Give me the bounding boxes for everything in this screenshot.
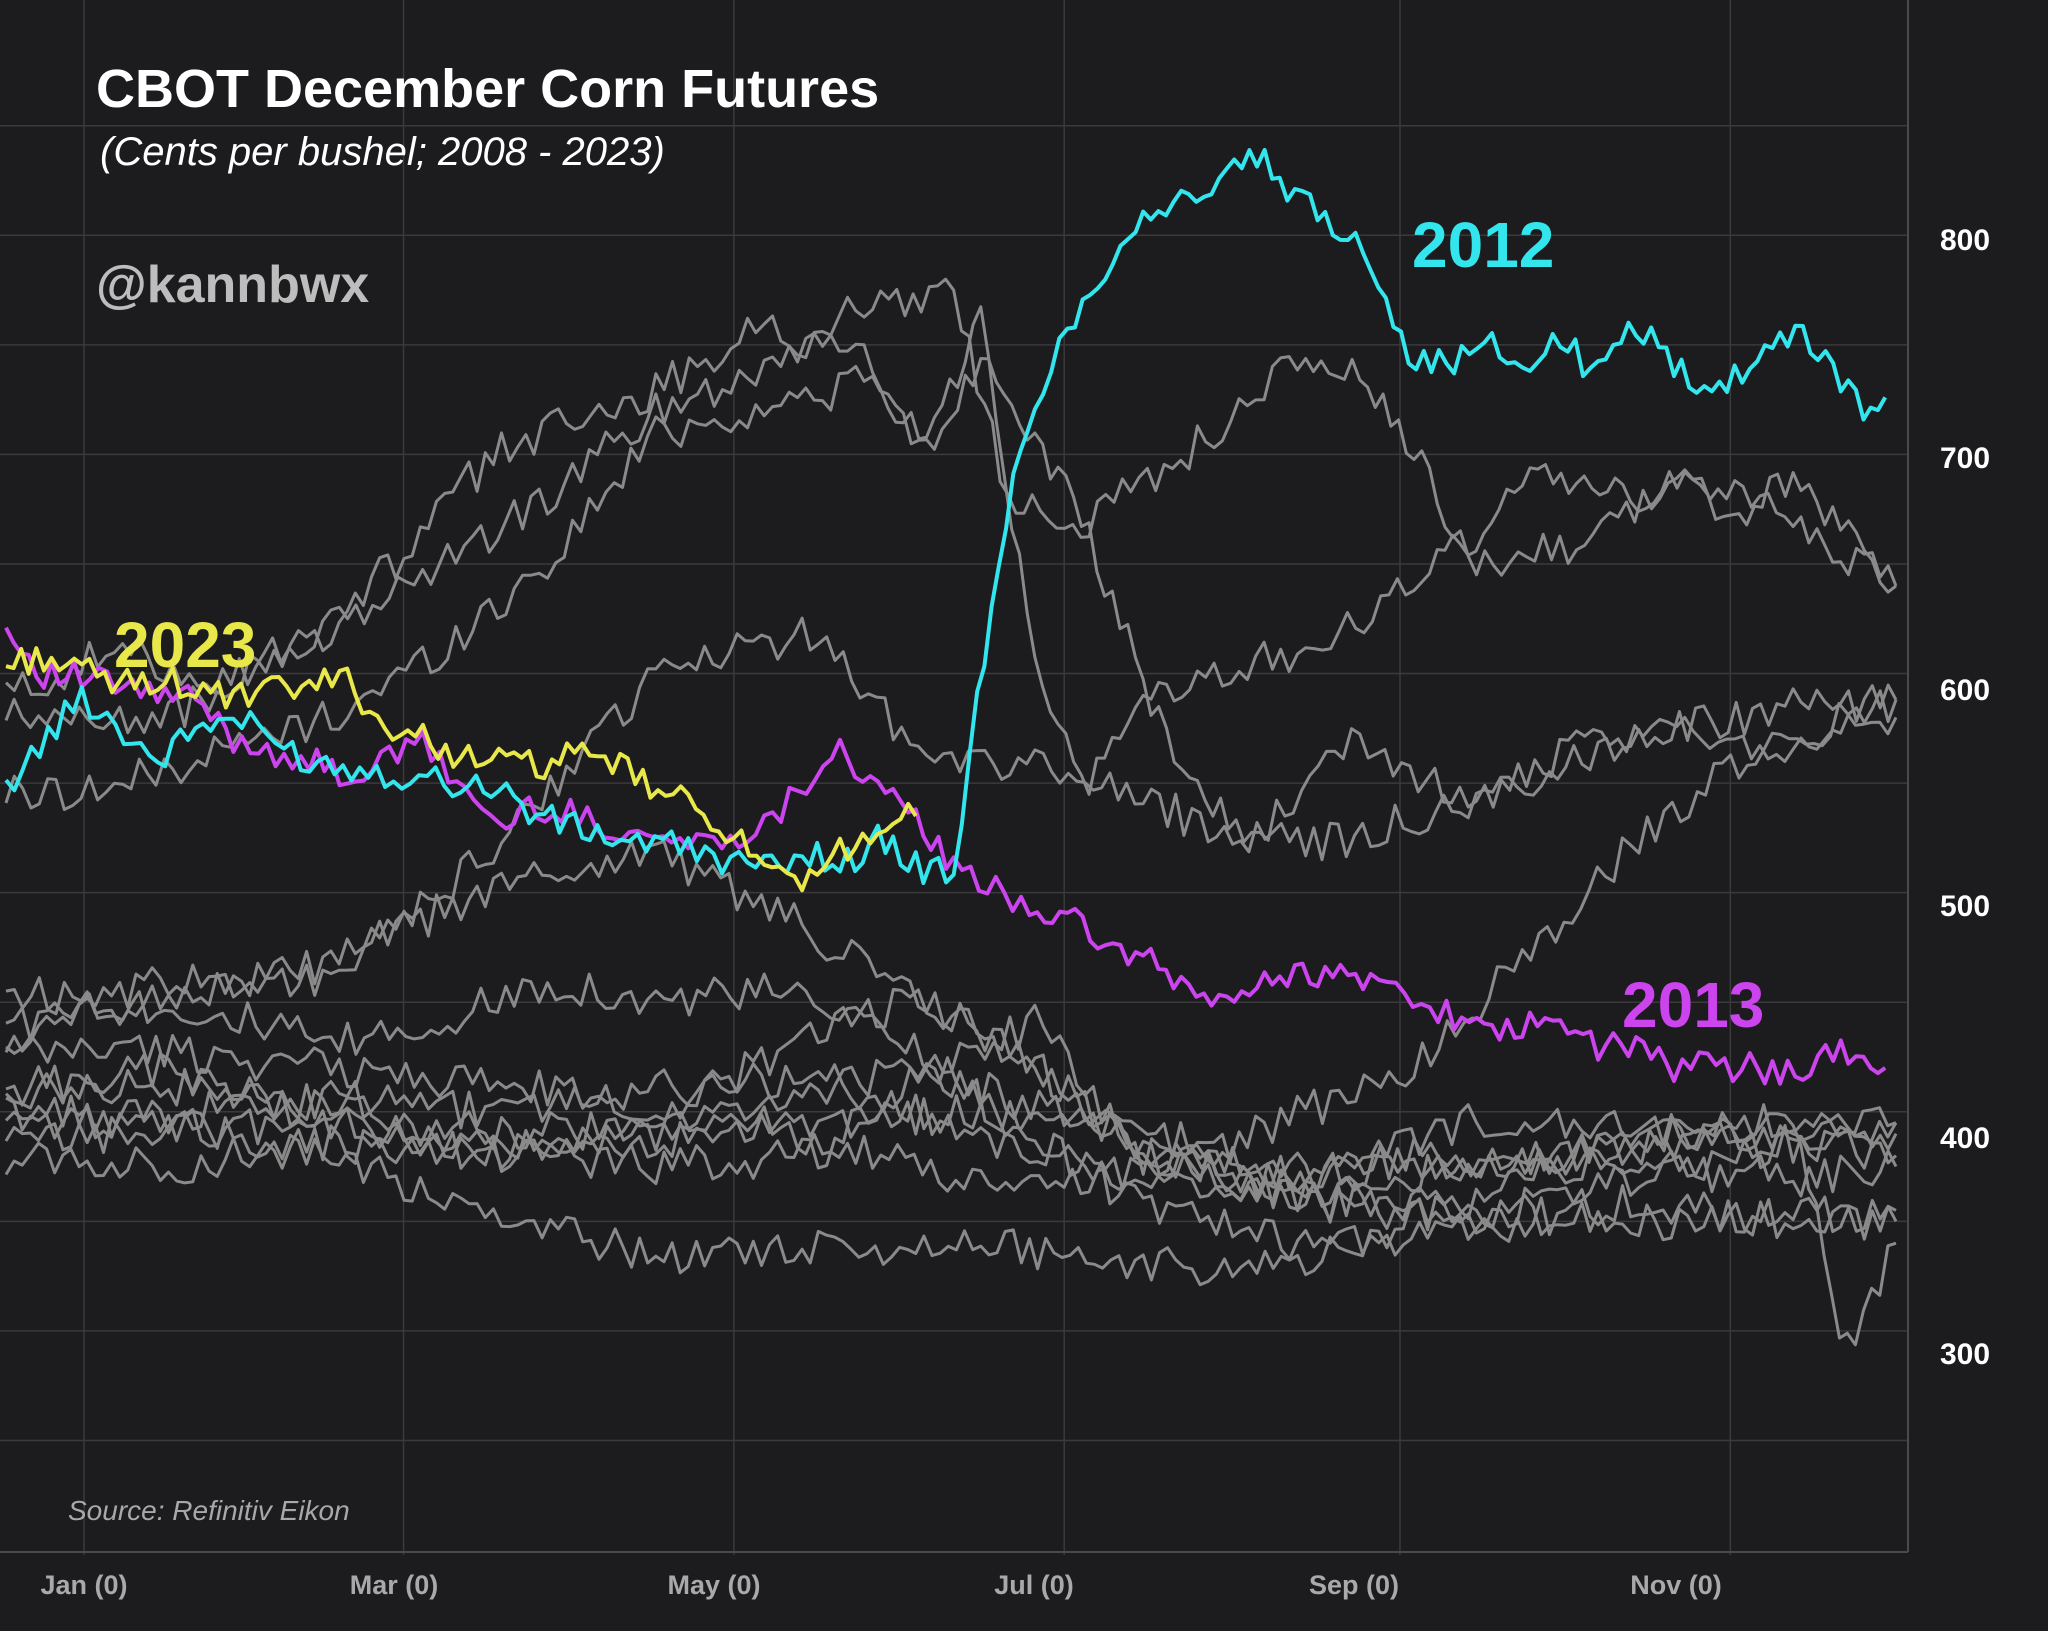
y-tick-400: 400 [1940, 1122, 1991, 1155]
series-line-2012 [4, 147, 1887, 885]
grid-lines [0, 0, 1909, 1555]
y-tick-800: 800 [1940, 224, 1991, 257]
series-line-2023 [5, 646, 918, 893]
y-tick-500: 500 [1940, 890, 1991, 923]
series-line-2013 [4, 626, 1887, 1086]
label-2023: 2023 [114, 609, 257, 681]
x-tick-nov: Nov (0) [1630, 1570, 1722, 1600]
x-tick-mar: Mar (0) [349, 1570, 439, 1600]
source-note: Source: Refinitiv Eikon [68, 1495, 350, 1526]
series-line-2022 [4, 305, 1897, 796]
x-tick-may: May (0) [667, 1570, 761, 1600]
x-tick-jan: Jan (0) [40, 1570, 128, 1600]
y-tick-700: 700 [1940, 442, 1991, 475]
series-line-2021 [4, 616, 1898, 1053]
series-line-2010 [5, 702, 1898, 1196]
series-line-2018 [4, 1062, 1898, 1208]
series-line-2017 [4, 1092, 1897, 1242]
label-2012: 2012 [1412, 209, 1555, 281]
author-handle: @kannbwx [96, 256, 370, 314]
series-line-2020 [5, 1094, 1897, 1347]
chart-subtitle: (Cents per bushel; 2008 - 2023) [100, 130, 665, 174]
series-line-2008 [4, 357, 1898, 844]
x-tick-sep: Sep (0) [1308, 1570, 1400, 1600]
x-tick-jul: Jul (0) [994, 1570, 1074, 1600]
series-line-2015 [5, 1003, 1898, 1198]
background-year-lines [4, 277, 1898, 1347]
y-tick-300: 300 [1940, 1338, 1991, 1371]
series-line-2019 [4, 987, 1898, 1189]
series-line-2011 [4, 277, 1898, 697]
highlight-year-lines [4, 147, 1887, 1086]
y-tick-600: 600 [1940, 674, 1991, 707]
label-2013: 2013 [1622, 969, 1765, 1041]
chart-title: CBOT December Corn Futures [96, 59, 880, 119]
